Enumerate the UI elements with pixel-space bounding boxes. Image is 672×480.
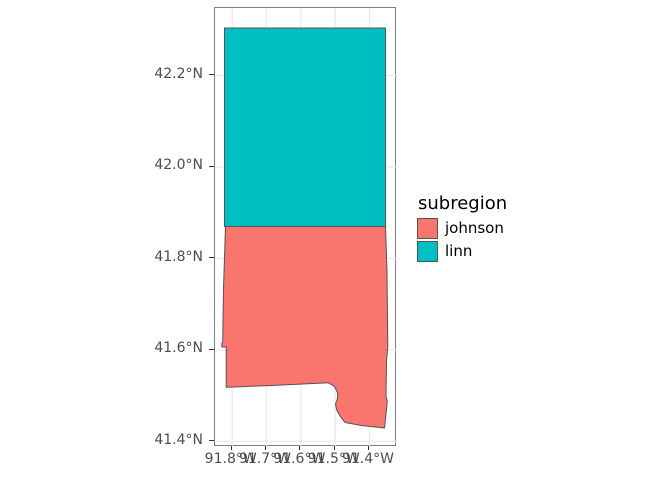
y-axis-tick-label: 41.4°N: [154, 431, 203, 448]
plot-panel: [213, 6, 397, 447]
y-axis-tick: [209, 440, 214, 442]
y-axis-tick-label: 42.2°N: [154, 65, 203, 82]
legend-title: subregion: [418, 193, 508, 214]
y-axis-tick: [209, 257, 214, 259]
legend-key-johnson: [417, 218, 438, 239]
county-map: [214, 7, 397, 447]
x-axis-tick-label: 91.5°W: [307, 451, 360, 467]
region-johnson: [220, 225, 388, 428]
legend-item-linn: linn: [417, 241, 507, 262]
legend-item-johnson: johnson: [417, 218, 507, 239]
legend-items: johnson linn: [417, 218, 507, 262]
x-axis-tick: [265, 445, 267, 450]
legend: subregion johnson linn: [417, 193, 507, 264]
y-axis-tick-label: 41.6°N: [154, 340, 203, 356]
legend-key-linn: [417, 241, 438, 262]
y-axis-tick: [209, 348, 214, 350]
y-axis-tick: [209, 74, 214, 76]
x-axis-tick-label: 91.6°W: [273, 451, 326, 467]
x-axis-tick: [333, 445, 335, 450]
x-axis-tick: [230, 445, 232, 450]
x-axis-tick-label: 91.7°W: [238, 451, 292, 467]
legend-label: johnson: [445, 219, 504, 237]
region-linn: [223, 27, 386, 227]
x-axis-tick-label: 91.8°W: [204, 451, 257, 467]
x-axis-tick: [299, 445, 301, 450]
legend-label: linn: [445, 242, 473, 260]
x-axis-tick-label: 91.4°W: [341, 451, 395, 467]
y-axis-tick-label: 41.8°N: [154, 248, 203, 265]
y-axis-tick-label: 42.0°N: [154, 157, 203, 173]
y-axis-tick: [209, 165, 214, 167]
x-axis-tick: [368, 445, 370, 450]
